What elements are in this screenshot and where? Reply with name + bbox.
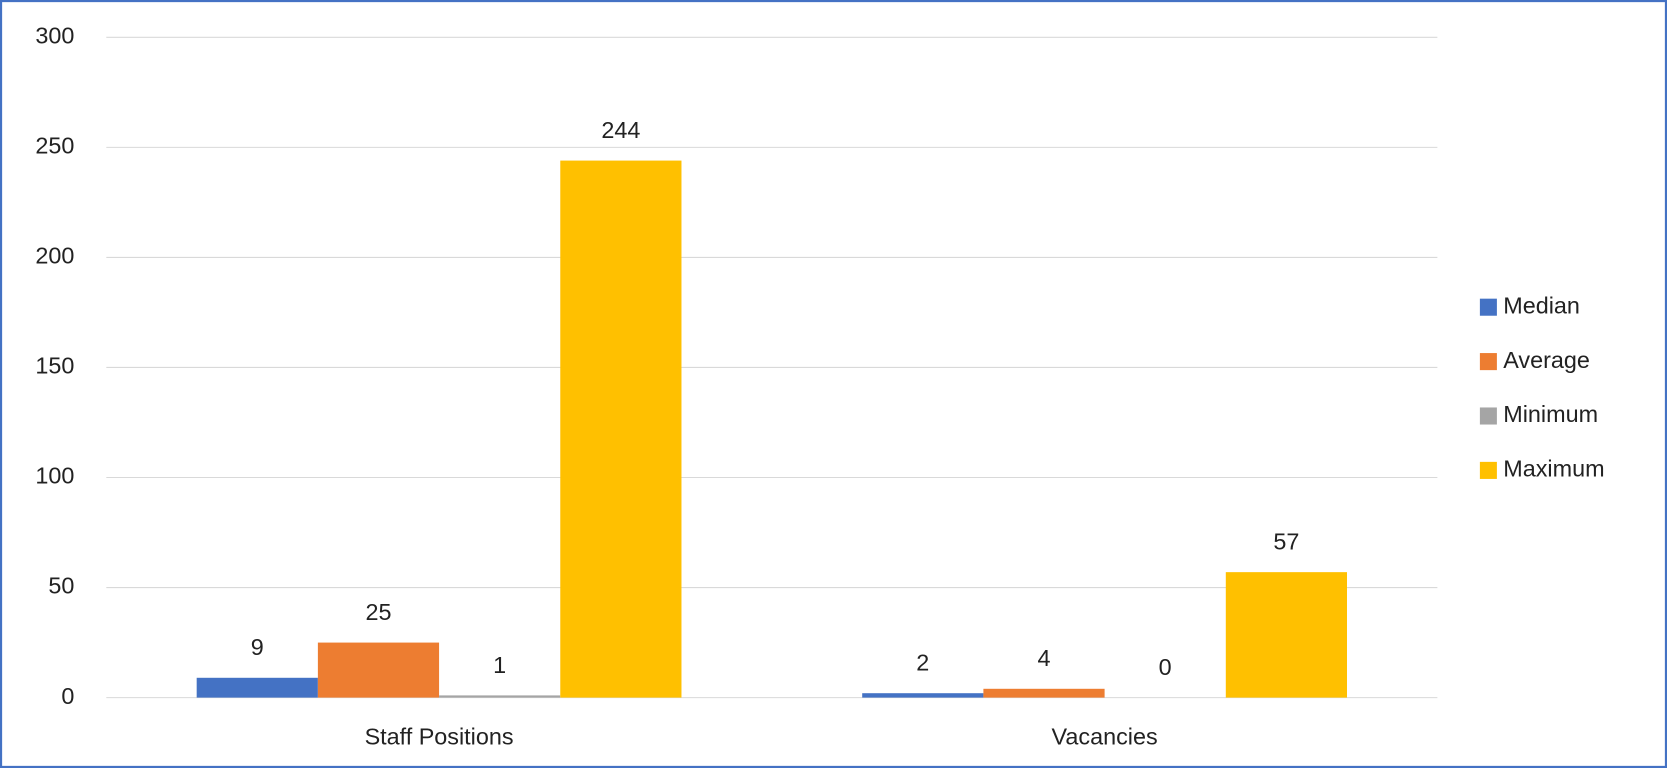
data-label: 57 (1273, 529, 1299, 555)
data-label: 9 (251, 634, 264, 660)
y-tick-label: 200 (35, 243, 74, 269)
y-tick-label: 100 (35, 463, 74, 489)
y-tick-label: 150 (35, 353, 74, 379)
bar (439, 695, 561, 698)
y-tick-label: 0 (61, 683, 74, 709)
y-tick-label: 300 (35, 22, 74, 48)
data-label: 25 (365, 599, 391, 625)
data-label: 2 (916, 650, 929, 676)
y-tick-label: 250 (35, 133, 74, 159)
data-label: 244 (601, 117, 640, 143)
legend-swatch (1479, 353, 1497, 371)
legend-label: Minimum (1503, 401, 1598, 427)
legend-label: Average (1503, 347, 1590, 373)
x-tick-label: Staff Positions (365, 723, 514, 749)
legend-swatch (1479, 298, 1497, 316)
bar (1225, 572, 1347, 698)
bar (983, 688, 1105, 698)
bar (196, 677, 318, 698)
x-tick-label: Vacancies (1052, 723, 1158, 749)
bar (560, 160, 682, 698)
y-tick-label: 50 (48, 573, 74, 599)
data-label: 4 (1037, 645, 1050, 671)
legend-swatch (1479, 461, 1497, 479)
legend-label: Median (1503, 292, 1580, 318)
bar (862, 693, 984, 698)
bar (317, 642, 440, 698)
legend-label: Maximum (1503, 456, 1604, 482)
legend-swatch (1479, 407, 1497, 425)
data-label: 0 (1159, 654, 1172, 680)
data-label: 1 (493, 652, 506, 678)
